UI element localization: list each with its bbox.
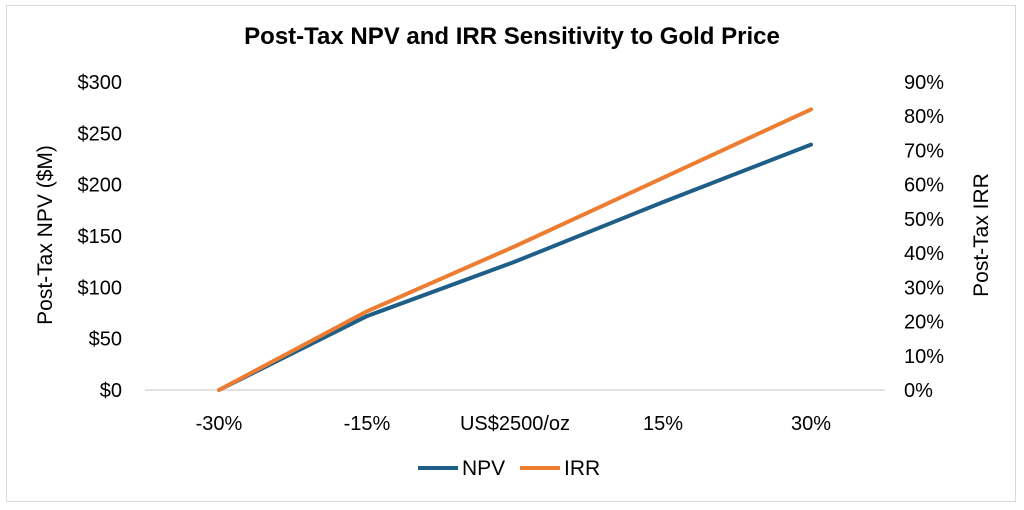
y2-tick-label: 20% <box>904 312 944 334</box>
x-tick-label: -30% <box>196 413 243 435</box>
x-tick-label: -15% <box>344 413 391 435</box>
chart-title: Post-Tax NPV and IRR Sensitivity to Gold… <box>244 23 780 50</box>
legend: NPV IRR <box>418 457 600 480</box>
y2-tick-label: 0% <box>904 380 933 402</box>
y2-tick-label: 10% <box>904 346 944 368</box>
legend-label-npv: NPV <box>462 457 505 480</box>
series-line-npv <box>217 142 813 392</box>
y-tick-label: $150 <box>78 226 123 248</box>
y2-tick-label: 80% <box>904 106 944 128</box>
y2-tick-label: 70% <box>904 140 944 162</box>
y-axis-label: Post-Tax NPV ($M) <box>34 145 57 325</box>
y2-tick-label: 60% <box>904 175 944 197</box>
x-tick-label: 30% <box>791 413 831 435</box>
x-tick-labels: -30% -15% US$2500/oz 15% 30% <box>196 413 832 435</box>
y2-tick-label: 40% <box>904 243 944 265</box>
y-tick-label: $50 <box>89 329 122 351</box>
y-tick-label: $0 <box>100 380 122 402</box>
legend-label-irr: IRR <box>564 457 600 480</box>
chart-frame <box>6 5 1016 502</box>
y2-tick-label: 30% <box>904 277 944 299</box>
y2-tick-label: 50% <box>904 209 944 231</box>
y2-axis-label: Post-Tax IRR <box>970 173 993 297</box>
y-tick-label: $250 <box>78 123 123 145</box>
series-lines <box>217 107 813 392</box>
y2-tick-labels: 0% 10% 20% 30% 40% 50% 60% 70% 80% 90% <box>904 72 944 402</box>
y-tick-label: $200 <box>78 175 123 197</box>
y-tick-label: $300 <box>78 72 123 94</box>
x-tick-label: 15% <box>643 413 683 435</box>
y2-tick-label: 90% <box>904 72 944 94</box>
x-tick-label: US$2500/oz <box>460 413 570 435</box>
y-tick-labels: $0 $50 $100 $150 $200 $250 $300 <box>78 72 123 402</box>
y-tick-label: $100 <box>78 277 123 299</box>
series-line-irr <box>217 107 813 392</box>
